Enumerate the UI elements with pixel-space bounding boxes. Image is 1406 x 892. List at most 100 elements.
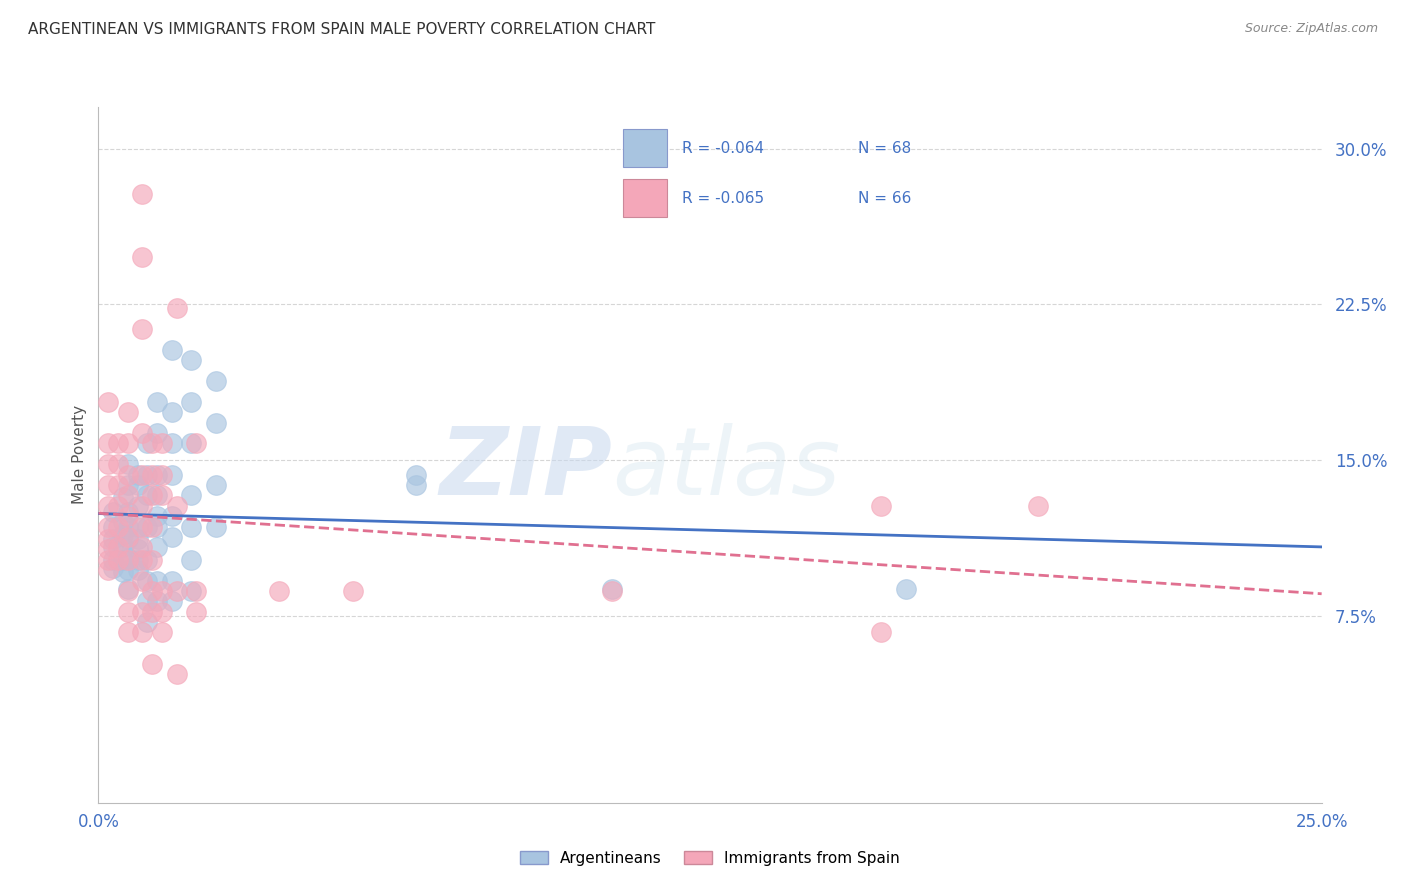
Point: [107, 541, 129, 555]
Point: [141, 657, 163, 671]
Point: [141, 488, 163, 502]
Point: [205, 519, 228, 533]
Point: [136, 594, 159, 608]
Point: [150, 436, 173, 450]
Text: R = -0.065: R = -0.065: [682, 191, 763, 206]
Text: ARGENTINEAN VS IMMIGRANTS FROM SPAIN MALE POVERTY CORRELATION CHART: ARGENTINEAN VS IMMIGRANTS FROM SPAIN MAL…: [28, 22, 655, 37]
Point: [146, 541, 169, 555]
Point: [117, 550, 139, 565]
Point: [166, 667, 188, 681]
Point: [117, 405, 139, 419]
Point: [136, 553, 159, 567]
Bar: [623, 179, 668, 217]
Point: [1026, 499, 1049, 513]
Point: [205, 478, 228, 492]
Point: [107, 457, 129, 471]
Point: [131, 426, 153, 441]
Point: [600, 582, 623, 596]
Point: [117, 478, 139, 492]
Point: [146, 519, 169, 533]
Point: [186, 605, 208, 619]
Point: [101, 541, 124, 555]
Point: [600, 584, 623, 599]
Point: [136, 488, 159, 502]
Point: [131, 250, 153, 264]
Point: [342, 584, 364, 599]
Point: [894, 582, 917, 596]
Point: [107, 553, 129, 567]
Point: [180, 353, 202, 368]
Point: [127, 563, 149, 577]
Point: [146, 467, 169, 482]
Point: [127, 519, 149, 533]
Point: [107, 478, 129, 492]
Point: [180, 395, 202, 409]
Point: [405, 467, 427, 482]
Point: [160, 509, 183, 524]
Point: [136, 436, 159, 450]
Point: [180, 584, 202, 599]
Point: [97, 542, 120, 557]
Point: [870, 625, 893, 640]
Point: [117, 582, 139, 596]
Point: [180, 553, 202, 567]
Point: [146, 426, 169, 441]
Point: [405, 478, 427, 492]
Point: [160, 574, 183, 588]
Text: Source: ZipAtlas.com: Source: ZipAtlas.com: [1244, 22, 1378, 36]
Point: [127, 532, 149, 546]
Point: [141, 553, 163, 567]
Point: [117, 519, 139, 533]
Point: [131, 625, 153, 640]
Point: [117, 532, 139, 546]
Point: [141, 605, 163, 619]
Point: [97, 499, 120, 513]
Point: [146, 395, 169, 409]
Point: [117, 467, 139, 482]
Point: [160, 405, 183, 419]
Point: [111, 541, 134, 555]
Point: [136, 467, 159, 482]
Point: [180, 436, 202, 450]
Point: [160, 343, 183, 357]
Point: [160, 594, 183, 608]
Text: atlas: atlas: [612, 424, 841, 515]
Point: [131, 519, 153, 533]
Point: [141, 436, 163, 450]
Point: [101, 532, 124, 546]
Point: [127, 553, 149, 567]
Point: [131, 605, 153, 619]
Point: [160, 530, 183, 544]
Point: [141, 519, 163, 533]
Point: [101, 561, 124, 575]
Point: [97, 563, 120, 577]
Point: [97, 457, 120, 471]
Point: [205, 416, 228, 430]
Point: [150, 605, 173, 619]
Point: [150, 625, 173, 640]
Point: [127, 478, 149, 492]
Point: [131, 187, 153, 202]
Point: [117, 457, 139, 471]
Point: [111, 528, 134, 542]
Point: [141, 584, 163, 599]
Point: [101, 553, 124, 567]
Point: [97, 532, 120, 546]
Point: [131, 541, 153, 555]
Point: [180, 519, 202, 533]
Point: [131, 322, 153, 336]
Point: [101, 519, 124, 533]
Point: [117, 584, 139, 599]
Point: [870, 499, 893, 513]
Point: [97, 478, 120, 492]
Text: N = 68: N = 68: [858, 141, 911, 155]
Point: [269, 584, 291, 599]
Point: [111, 491, 134, 505]
Point: [117, 530, 139, 544]
Point: [146, 509, 169, 524]
Point: [205, 374, 228, 388]
Point: [111, 553, 134, 567]
Point: [150, 488, 173, 502]
Point: [186, 436, 208, 450]
Point: [127, 499, 149, 513]
